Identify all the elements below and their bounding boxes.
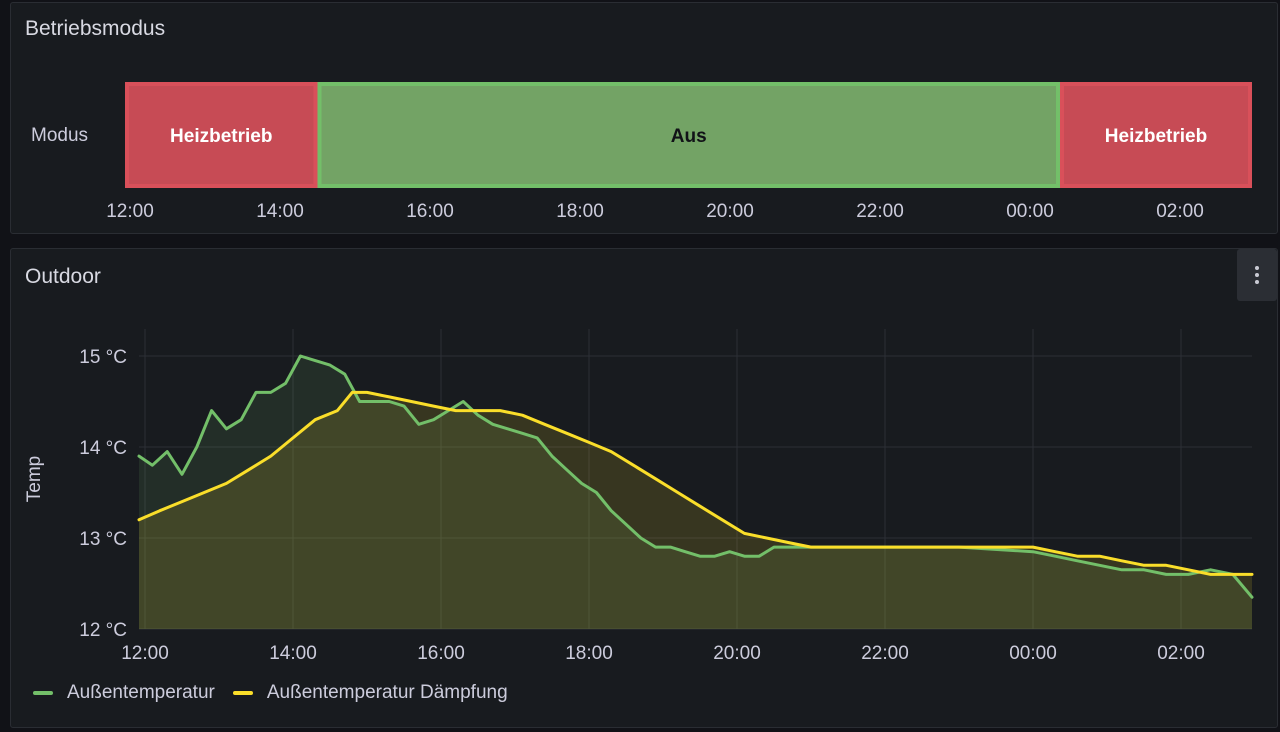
y-tick-label: 12 °C (79, 620, 127, 641)
panel-title: Outdoor (25, 265, 101, 288)
x-tick-label: 02:00 (1157, 643, 1205, 664)
x-tick-label: 16:00 (406, 201, 454, 222)
chart-legend: Außentemperatur Außentemperatur Dämpfung (33, 681, 514, 705)
x-tick-label: 16:00 (417, 643, 465, 664)
legend-label-0: Außentemperatur (67, 682, 215, 703)
segment-label-2: Heizbetrieb (1105, 126, 1207, 147)
panel-title: Betriebsmodus (25, 17, 166, 40)
y-tick-label: 14 °C (79, 438, 127, 459)
legend-item-0[interactable]: Außentemperatur (33, 682, 215, 704)
legend-swatch-1 (232, 691, 253, 695)
state-timeline-panel: Betriebsmodus Modus Heizbetrieb Aus Heizbet… (10, 2, 1278, 234)
x-tick-label: 22:00 (861, 643, 909, 664)
x-tick-label: 02:00 (1156, 201, 1204, 222)
menu-dot-icon (1255, 280, 1259, 284)
state-segment-1 (317, 82, 1060, 188)
segment-label-0: Heizbetrieb (170, 126, 272, 147)
state-segment-0 (125, 82, 318, 188)
x-tick-label: 18:00 (565, 643, 613, 664)
state-timeline-chart: Modus Heizbetrieb Aus Heizbetrieb 12:00 14:00… (31, 82, 1252, 222)
x-tick-label: 00:00 (1006, 201, 1054, 222)
grid (139, 329, 1252, 630)
temperature-chart: 12 °C 13 °C 14 °C 15 °C Temp 12:00 14:00 16:00 1… (24, 329, 1254, 664)
state-segment-2 (1060, 82, 1252, 188)
series-line-1 (137, 390, 1254, 576)
x-tick-label: 18:00 (556, 201, 604, 222)
x-tick-label: 14:00 (269, 643, 317, 664)
row-label: Modus (31, 125, 88, 146)
x-tick-label: 22:00 (856, 201, 904, 222)
panel-menu-button[interactable] (1237, 249, 1277, 301)
menu-dot-icon (1255, 273, 1259, 277)
x-tick-label: 20:00 (713, 643, 761, 664)
menu-dot-icon (1255, 266, 1259, 270)
y-tick-label: 13 °C (79, 529, 127, 550)
x-tick-label: 12:00 (121, 643, 169, 664)
segment-label-1: Aus (671, 126, 707, 147)
series-area-1 (139, 392, 1252, 629)
y-axis-label: Temp (24, 456, 45, 502)
x-tick-label: 14:00 (256, 201, 304, 222)
legend-item-1[interactable]: Außentemperatur Dämpfung (232, 682, 508, 704)
x-tick-label: 00:00 (1009, 643, 1057, 664)
x-tick-label: 12:00 (106, 201, 154, 222)
legend-swatch-0 (33, 691, 53, 695)
series-line-0 (137, 354, 1254, 599)
x-tick-label: 20:00 (706, 201, 754, 222)
y-tick-label: 15 °C (79, 347, 127, 368)
outdoor-panel: Outdoor 12 °C 13 °C 14 °C 15 °C Temp 12:00 14:… (10, 248, 1278, 728)
legend-label-1: Außentemperatur Dämpfung (266, 682, 508, 703)
